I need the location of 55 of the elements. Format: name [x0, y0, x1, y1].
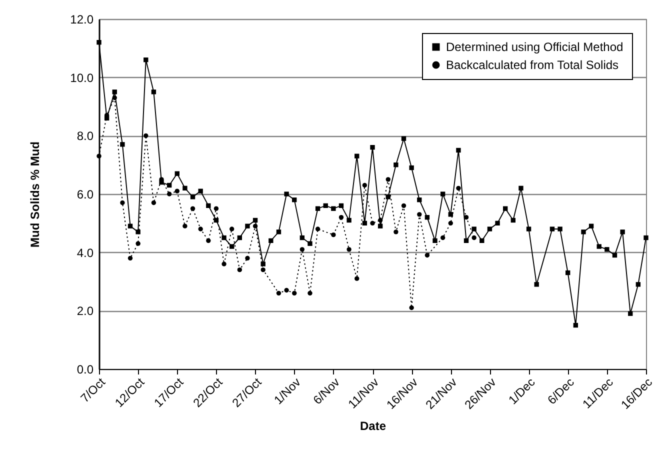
point — [448, 220, 453, 226]
point — [230, 226, 234, 232]
y-tick-label: 12.0 — [70, 12, 94, 26]
point — [354, 276, 360, 281]
y-tick-label: 4.0 — [76, 246, 94, 260]
point — [112, 95, 117, 100]
y-tick-label: 0.0 — [76, 362, 94, 376]
point — [440, 235, 446, 240]
legend-label: Backcalculated from Total Solids — [446, 58, 619, 72]
point — [222, 262, 226, 266]
point — [151, 200, 156, 206]
point — [292, 290, 297, 296]
point — [331, 232, 336, 238]
point — [144, 133, 148, 138]
point — [206, 238, 211, 244]
point — [464, 214, 469, 220]
point — [378, 218, 383, 223]
point — [245, 256, 250, 261]
point — [190, 206, 196, 211]
point — [128, 256, 133, 261]
y-tick-label: 8.0 — [76, 129, 94, 144]
x-axis-title: Date — [360, 419, 386, 434]
point — [338, 214, 344, 220]
point — [198, 226, 203, 232]
point — [237, 267, 242, 272]
y-tick-label: 6.0 — [76, 188, 94, 202]
point — [370, 220, 375, 226]
point — [472, 235, 476, 240]
point — [346, 247, 352, 252]
point — [409, 305, 414, 310]
point — [300, 247, 305, 252]
point — [284, 288, 289, 293]
point — [136, 241, 140, 246]
y-axis-title: Mud Solids % Mud — [28, 142, 42, 248]
point — [386, 177, 390, 182]
point — [260, 267, 266, 272]
legend-label: Determined using Official Method — [446, 40, 624, 54]
point — [252, 224, 258, 228]
point — [456, 186, 461, 191]
point — [182, 224, 188, 228]
point — [120, 200, 125, 206]
point — [166, 192, 172, 196]
point — [424, 252, 430, 258]
y-tick-label: 10.0 — [70, 70, 94, 85]
point — [214, 206, 219, 211]
point — [174, 188, 180, 194]
point — [394, 230, 398, 234]
point — [276, 290, 282, 296]
point — [401, 203, 406, 208]
point — [362, 182, 368, 188]
point — [308, 290, 312, 296]
y-tick-label: 2.0 — [76, 304, 94, 318]
point — [315, 226, 320, 232]
point — [96, 154, 102, 158]
point — [417, 212, 422, 217]
